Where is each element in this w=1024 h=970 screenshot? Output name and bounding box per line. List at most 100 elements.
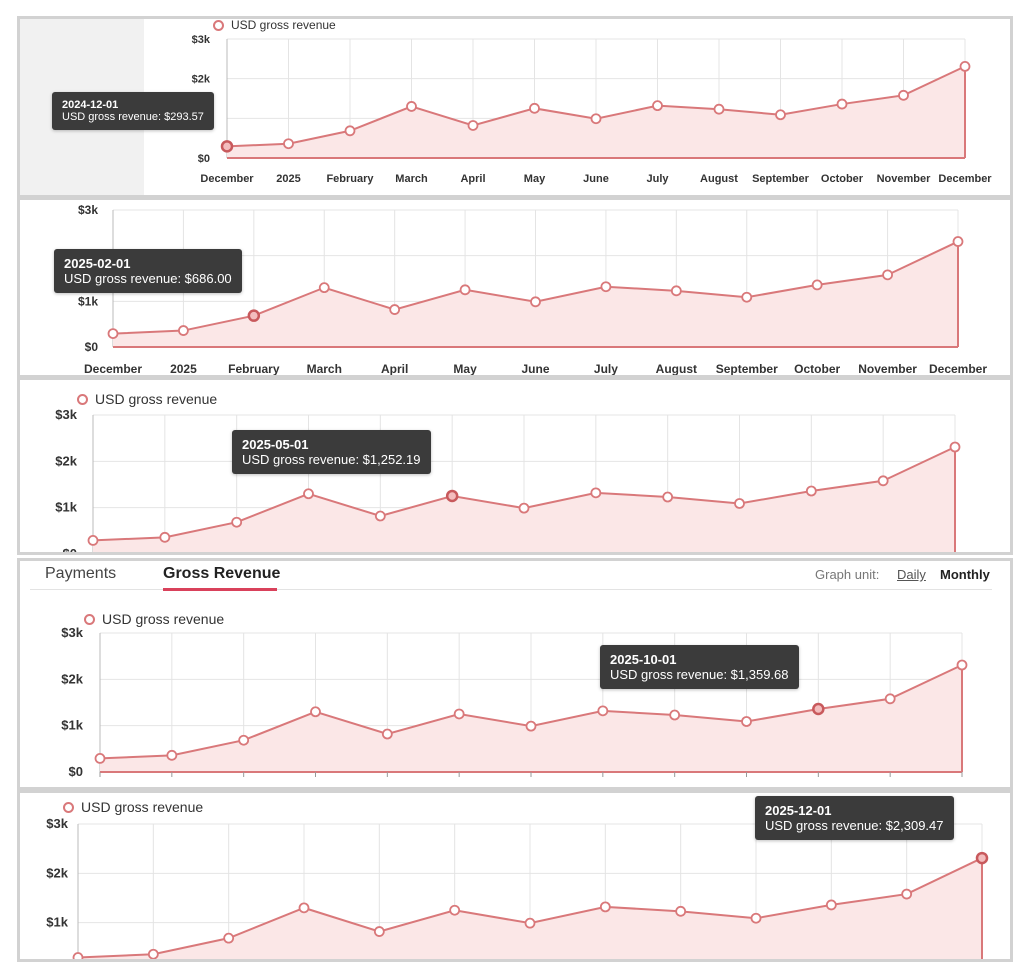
chart-legend[interactable]: USD gross revenue [213, 19, 336, 32]
graph-unit-daily-link[interactable]: Daily [897, 567, 926, 582]
data-point [952, 236, 964, 247]
data-point [374, 510, 386, 522]
y-tick-label: $3k [61, 625, 83, 640]
revenue-chart-3: $0 $1k $2k $3k [55, 407, 961, 552]
data-point [344, 125, 356, 137]
x-tick-label: September [716, 362, 778, 375]
data-point [449, 904, 461, 916]
x-tick-label: March [395, 173, 428, 185]
data-point-active [445, 489, 459, 503]
chart-legend[interactable]: USD gross revenue [77, 391, 217, 407]
tab-payments[interactable]: Payments [45, 565, 117, 582]
active-tab-indicator [163, 588, 277, 591]
data-point [877, 475, 889, 487]
graph-unit-label: Graph unit: [815, 567, 880, 582]
legend-marker-icon [213, 19, 224, 31]
legend-marker-icon [63, 801, 74, 813]
data-point [713, 103, 725, 115]
tabs-divider [30, 589, 992, 590]
x-tick-label: December [929, 362, 987, 375]
x-tick-label: July [646, 173, 669, 185]
y-tick-label: $2k [192, 74, 211, 86]
x-tick-label: December [84, 362, 142, 375]
chart-tooltip: 2025-12-01 USD gross revenue: $2,309.47 [755, 796, 954, 840]
data-point [590, 487, 602, 499]
data-point [884, 693, 896, 705]
x-tick-label: October [821, 173, 864, 185]
data-point [949, 441, 961, 453]
legend-label: USD gross revenue [95, 391, 218, 407]
data-point [805, 485, 817, 497]
series-area [227, 66, 965, 158]
x-tick-label: July [594, 362, 618, 375]
revenue-chart-4: $0 $1k $2k $3k [61, 625, 968, 779]
data-point [467, 120, 479, 131]
y-tick-label: $3k [192, 34, 211, 46]
tooltip-value: USD gross revenue: $686.00 [64, 271, 232, 286]
chart-panel-2: $0$1k$2k$3kDecember2025FebruaryMarchApri… [17, 197, 1013, 378]
data-point [298, 902, 310, 914]
data-point [811, 279, 823, 291]
x-tick-label: October [794, 362, 840, 375]
x-tick-label: November [858, 362, 917, 375]
y-tick-label: $1k [55, 500, 77, 515]
y-tick-label: $1k [61, 718, 83, 733]
data-point-active [975, 851, 989, 865]
x-tick-label: June [521, 362, 549, 375]
data-point [87, 534, 99, 546]
x-tick-label: November [877, 173, 932, 185]
data-point [238, 734, 250, 746]
data-point [670, 285, 682, 297]
revenue-chart-2: $0$1k$2k$3kDecember2025FebruaryMarchApri… [78, 203, 987, 375]
data-point [159, 531, 171, 543]
data-point [882, 269, 893, 281]
chart-tooltip: 2025-05-01 USD gross revenue: $1,252.19 [232, 430, 431, 474]
data-point-active [220, 140, 234, 153]
y-tick-label: $2k [61, 671, 83, 686]
data-point [459, 284, 471, 296]
x-tick-label: February [228, 362, 280, 375]
data-point [662, 491, 674, 503]
data-point [107, 328, 119, 339]
x-tick-label: August [656, 362, 697, 375]
data-point [898, 89, 909, 101]
tooltip-date: 2025-10-01 [610, 652, 677, 667]
legend-marker-icon [84, 613, 95, 625]
legend-label: USD gross revenue [102, 611, 225, 627]
tab-gross-revenue[interactable]: Gross Revenue [163, 565, 281, 582]
y-tick-label: $1k [46, 915, 68, 930]
graph-unit-monthly-link[interactable]: Monthly [940, 567, 990, 582]
revenue-chart-5: $0$1k$2k$3k [46, 816, 989, 959]
data-point [310, 706, 321, 718]
data-point [597, 705, 609, 717]
data-point [72, 952, 84, 959]
tooltip-date: 2024-12-01 [62, 99, 119, 111]
data-point [406, 101, 417, 112]
chart-legend[interactable]: USD gross revenue [63, 799, 203, 815]
data-point [518, 502, 530, 514]
tooltip-value: USD gross revenue: $293.57 [62, 111, 204, 123]
data-point [166, 749, 178, 761]
data-point [381, 728, 393, 740]
data-point [825, 899, 837, 911]
series-area [93, 446, 955, 552]
data-point [599, 901, 611, 913]
legend-label: USD gross revenue [81, 799, 204, 815]
data-point [836, 98, 848, 110]
data-point [675, 905, 687, 917]
tooltip-value: USD gross revenue: $2,309.47 [765, 818, 944, 833]
data-point [652, 100, 663, 112]
revenue-chart-1: $0$1k$2k$3kDecember2025FebruaryMarchApri… [192, 34, 993, 185]
y-tick-label: $3k [46, 816, 68, 831]
x-tick-label: February [326, 173, 374, 185]
data-point [741, 291, 753, 303]
y-tick-label: $1k [78, 294, 98, 308]
chart-panel-4: Payments Gross Revenue Graph unit: Daily… [17, 558, 1013, 790]
y-tick-label: $3k [78, 203, 98, 217]
chart-legend[interactable]: USD gross revenue [84, 611, 224, 627]
data-point [734, 498, 745, 509]
chart-tooltip: 2025-02-01 USD gross revenue: $686.00 [54, 249, 242, 293]
x-tick-label: June [583, 173, 609, 185]
data-point [741, 716, 752, 727]
data-point [525, 720, 537, 732]
